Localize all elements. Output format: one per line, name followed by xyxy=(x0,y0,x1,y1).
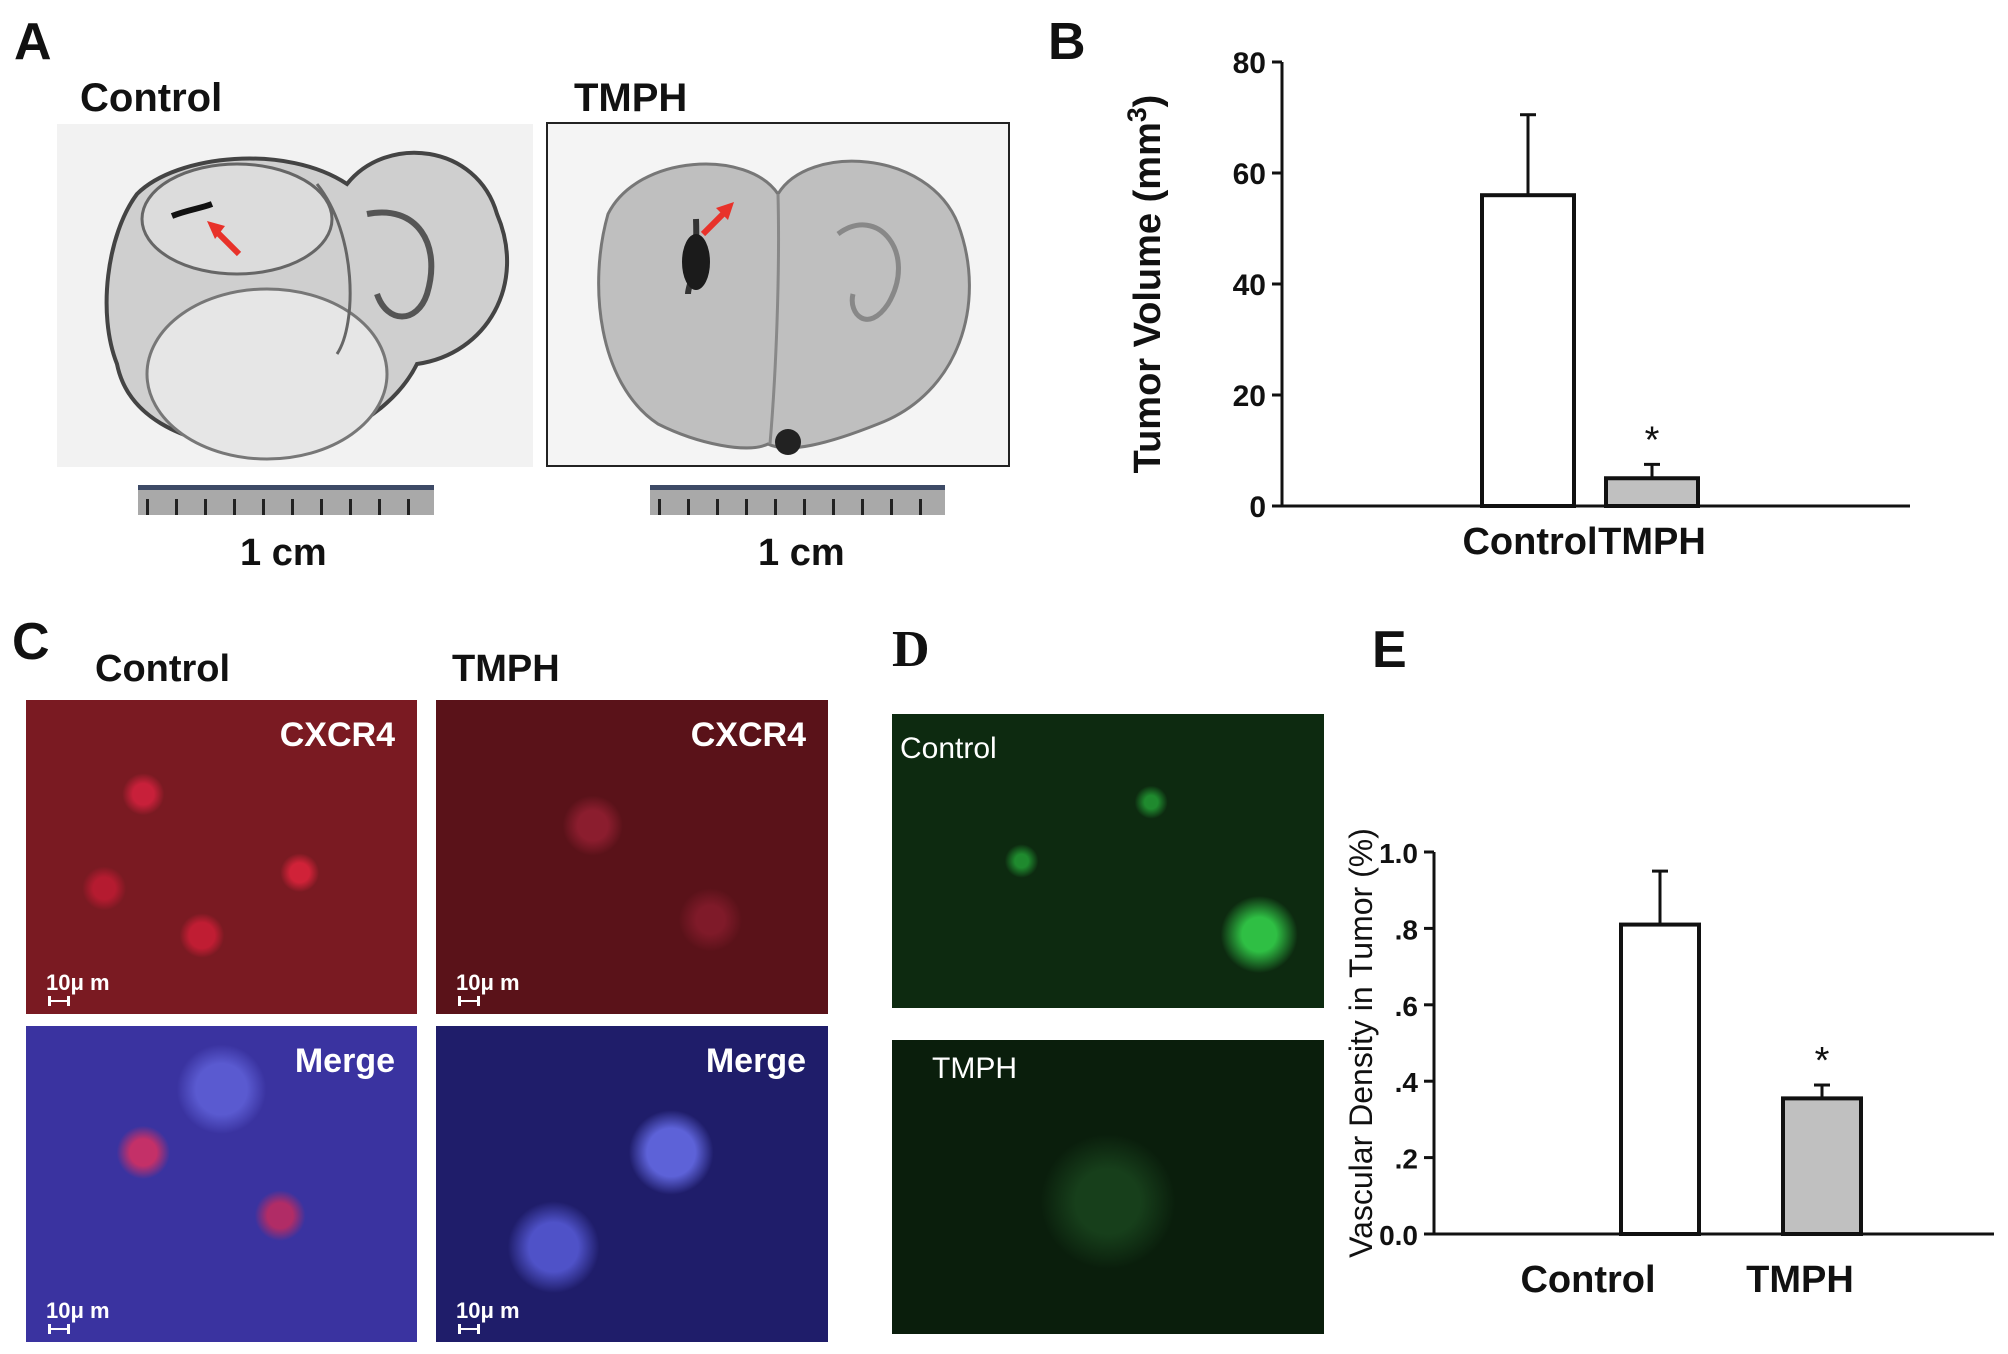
chart-b-y-tick-label: 20 xyxy=(1233,380,1266,413)
chart-b-y-tick-label: 80 xyxy=(1233,47,1266,80)
scalebar xyxy=(458,996,480,1006)
chart-e-bar-tmph xyxy=(1781,1096,1863,1237)
chart-b-y-tick-label: 0 xyxy=(1249,491,1266,524)
chart-e-significance-mark: * xyxy=(1815,1040,1830,1082)
panel-a-tmph-label: TMPH xyxy=(574,76,688,120)
scalebar-label: 10μ m xyxy=(456,970,520,995)
chart-e-y-tick-label: 1.0 xyxy=(1379,838,1418,869)
merge-control-image: Merge 10μ m xyxy=(26,1026,417,1342)
cxcr4-control-image: CXCR4 10μ m xyxy=(26,700,417,1014)
panel-letter-a: A xyxy=(14,13,52,71)
panel-c-control-label: Control xyxy=(95,648,231,690)
scalebar-label: 10μ m xyxy=(456,1298,520,1323)
scalebar xyxy=(48,1324,70,1334)
chart-e-y-tick-label: .8 xyxy=(1395,914,1418,945)
scalebar xyxy=(48,996,70,1006)
panel-a-control-label: Control xyxy=(80,76,223,120)
panel-letter-e: E xyxy=(1372,621,1407,679)
chart-b-y-label: Tumor Volume (mm3) xyxy=(1122,95,1169,474)
cd31-control-label: Control xyxy=(900,732,997,765)
chart-b-y-tick-label: 40 xyxy=(1233,269,1266,302)
chart-e-y-tick-label: .6 xyxy=(1395,991,1418,1022)
cxcr4-control-tag: CXCR4 xyxy=(279,716,395,754)
scale-ruler-right xyxy=(650,485,945,515)
chart-b-category-label: TMPH xyxy=(1598,521,1706,563)
scale-ruler-left xyxy=(138,485,434,515)
chart-e-category-label: TMPH xyxy=(1746,1259,1854,1301)
tumor-volume-chart: 0 20 40 60 80 Tumor Volume (mm3) Control TMPH * xyxy=(1122,47,1910,563)
merge-control-tag: Merge xyxy=(294,1042,395,1080)
chart-e-y-tick-label: .4 xyxy=(1395,1067,1419,1098)
tmph-brain-image xyxy=(546,122,1010,467)
chart-e-y-tick-label: .2 xyxy=(1395,1144,1418,1175)
cd31-control-image: Control xyxy=(892,714,1324,1008)
merge-tmph-tag: Merge xyxy=(705,1042,806,1080)
cxcr4-tmph-tag: CXCR4 xyxy=(690,716,806,754)
merge-tmph-image: Merge 10μ m xyxy=(436,1026,828,1342)
panel-letter-b: B xyxy=(1048,13,1086,71)
scale-label-right: 1 cm xyxy=(758,532,845,574)
scalebar-label: 10μ m xyxy=(46,970,110,995)
chart-b-significance-mark: * xyxy=(1645,419,1660,461)
panel-c-tmph-label: TMPH xyxy=(452,648,560,690)
chart-e-bar-control xyxy=(1619,922,1701,1237)
cd31-tmph-image: TMPH xyxy=(892,1040,1324,1334)
chart-b-category-label: Control xyxy=(1462,521,1597,563)
chart-b-y-tick-label: 60 xyxy=(1233,158,1266,191)
control-brain-image xyxy=(57,124,533,467)
chart-e-y-label: Vascular Density in Tumor (%) xyxy=(1343,828,1379,1258)
scalebar-label: 10μ m xyxy=(46,1298,110,1323)
chart-e-category-label: Control xyxy=(1520,1259,1655,1301)
chart-b-bar-control xyxy=(1480,193,1576,508)
panel-letter-c: C xyxy=(12,613,50,671)
panel-letter-d: D xyxy=(892,621,930,678)
cxcr4-tmph-image: CXCR4 10μ m xyxy=(436,700,828,1014)
cd31-tmph-label: TMPH xyxy=(932,1052,1017,1085)
chart-b-bar-tmph xyxy=(1604,476,1700,508)
chart-e-y-tick-label: 0.0 xyxy=(1379,1220,1418,1251)
scale-label-left: 1 cm xyxy=(240,532,327,574)
scalebar xyxy=(458,1324,480,1334)
